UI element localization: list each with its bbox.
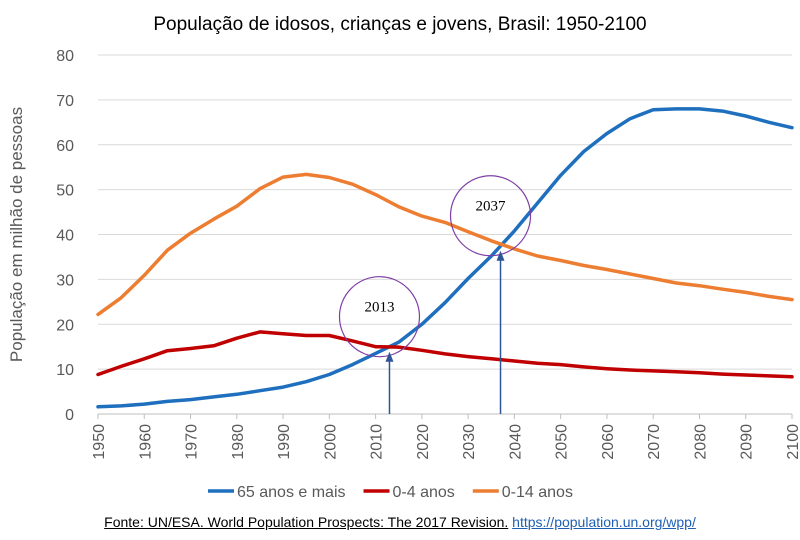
x-tick-label: 1990 bbox=[276, 424, 293, 460]
y-tick-label: 60 bbox=[56, 138, 74, 155]
x-tick-label: 2080 bbox=[692, 424, 709, 460]
annotation-circle bbox=[449, 175, 532, 257]
y-tick-label: 30 bbox=[56, 272, 74, 289]
source-link[interactable]: https://population.un.org/wpp/ bbox=[512, 514, 696, 530]
annotation-label: 2037 bbox=[476, 199, 507, 215]
chart-title: População de idosos, crianças e jovens, … bbox=[153, 14, 646, 35]
y-axis-label: População em milhão de pessoas bbox=[7, 107, 26, 362]
x-tick-label: 2010 bbox=[369, 424, 386, 460]
x-tick-label: 2050 bbox=[554, 424, 571, 460]
x-tick-label: 2000 bbox=[322, 424, 339, 460]
y-tick-label: 80 bbox=[56, 48, 74, 65]
x-tick-label: 2030 bbox=[461, 424, 478, 460]
x-tick-label: 1980 bbox=[230, 424, 247, 460]
y-tick-label: 40 bbox=[56, 228, 74, 245]
series-line-0-4-anos bbox=[96, 330, 794, 379]
annotation-arrowhead bbox=[496, 250, 505, 261]
source-text: Fonte: UN/ESA. World Population Prospect… bbox=[104, 514, 509, 530]
y-tick-label: 0 bbox=[65, 407, 74, 424]
y-tick-label: 20 bbox=[56, 317, 74, 334]
y-tick-label: 70 bbox=[56, 93, 74, 110]
legend-label: 0-14 anos bbox=[502, 484, 573, 501]
annotation-label: 2013 bbox=[364, 300, 394, 316]
source-note: Fonte: UN/ESA. World Population Prospect… bbox=[0, 514, 800, 530]
x-tick-label: 1970 bbox=[184, 424, 201, 460]
y-tick-label: 50 bbox=[56, 183, 74, 200]
x-tick-label: 2060 bbox=[600, 424, 617, 460]
x-tick-label: 2090 bbox=[739, 424, 756, 460]
legend-label: 65 anos e mais bbox=[237, 484, 346, 501]
x-tick-label: 1960 bbox=[137, 424, 154, 460]
x-tick-label: 1950 bbox=[91, 424, 108, 460]
y-tick-label: 10 bbox=[56, 362, 74, 379]
x-tick-label: 2020 bbox=[415, 424, 432, 460]
legend-label: 0-4 anos bbox=[393, 484, 455, 501]
annotation-arrowhead bbox=[385, 351, 394, 362]
series-line-0-14-anos bbox=[96, 172, 794, 317]
x-tick-label: 2040 bbox=[507, 424, 524, 460]
annotation-circle bbox=[338, 276, 421, 358]
x-tick-label: 2070 bbox=[646, 424, 663, 460]
series-line-65-anos-e-mais bbox=[96, 107, 794, 409]
x-tick-label: 2100 bbox=[785, 424, 800, 460]
